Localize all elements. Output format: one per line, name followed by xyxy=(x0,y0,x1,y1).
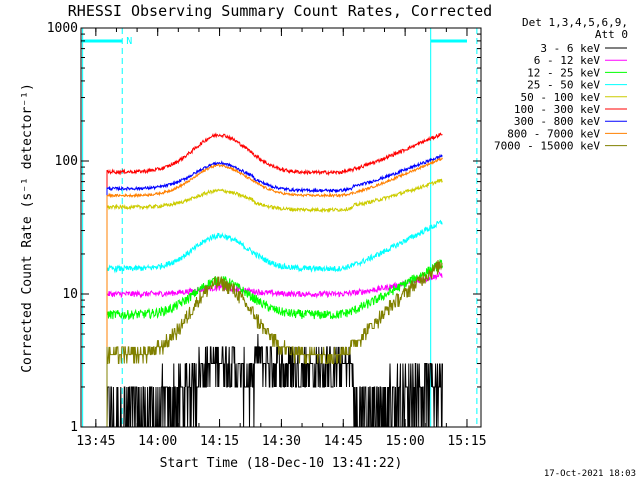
legend-label: 12 - 25 keV xyxy=(527,66,600,79)
y-tick-label: 1000 xyxy=(47,21,78,36)
y-tick-label: 1 xyxy=(70,420,78,435)
series-line-25-50keV xyxy=(106,219,443,427)
series-line-12-25keV xyxy=(106,258,443,427)
chart-title: RHESSI Observing Summary Count Rates, Co… xyxy=(68,2,492,20)
x-tick-label: 13:45 xyxy=(76,434,115,449)
legend-label: 7000 - 15000 keV xyxy=(494,140,600,153)
x-tick-label: 15:15 xyxy=(447,434,486,449)
x-tick-label: 14:45 xyxy=(324,434,363,449)
legend-label: 6 - 12 keV xyxy=(534,54,601,67)
legend-label: 25 - 50 keV xyxy=(527,79,600,92)
x-tick-label: 14:30 xyxy=(262,434,301,449)
y-tick-label: 10 xyxy=(62,287,78,302)
saa-label: N xyxy=(126,36,132,47)
y-axis: 1 10 100 1000 xyxy=(47,21,481,435)
x-tick-label: 15:00 xyxy=(386,434,425,449)
series-line-100-300keV xyxy=(106,132,443,427)
footer-timestamp: 17-Oct-2021 18:03 xyxy=(544,469,636,479)
series-line-300-800keV xyxy=(106,153,443,427)
x-tick-label: 14:15 xyxy=(200,434,239,449)
series-line-6-12keV xyxy=(106,271,443,427)
y-tick-label: 100 xyxy=(55,154,78,169)
legend-label: 100 - 300 keV xyxy=(514,103,600,116)
y-axis-label: Corrected Count Rate (s⁻¹ detector⁻¹) xyxy=(20,83,35,373)
series-line-800-7000keV xyxy=(106,156,443,427)
legend-label: 300 - 800 keV xyxy=(514,115,600,128)
x-axis: 13:45 14:00 14:15 14:30 14:45 15:00 15:15 xyxy=(76,28,487,449)
x-axis-label: Start Time (18-Dec-10 13:41:22) xyxy=(160,456,403,471)
x-tick-label: 14:00 xyxy=(138,434,177,449)
legend-label: 50 - 100 keV xyxy=(521,91,601,104)
series-line-50-100keV xyxy=(106,178,443,427)
legend-header-detectors: Det 1,3,4,5,6,9, xyxy=(522,16,628,29)
series-layer xyxy=(106,132,443,428)
legend-label: 3 - 6 keV xyxy=(540,42,600,55)
series-line-7000-15000keV xyxy=(106,259,443,427)
legend-label: 800 - 7000 keV xyxy=(507,127,600,140)
legend-header-attenuator: Att 0 xyxy=(595,28,628,41)
